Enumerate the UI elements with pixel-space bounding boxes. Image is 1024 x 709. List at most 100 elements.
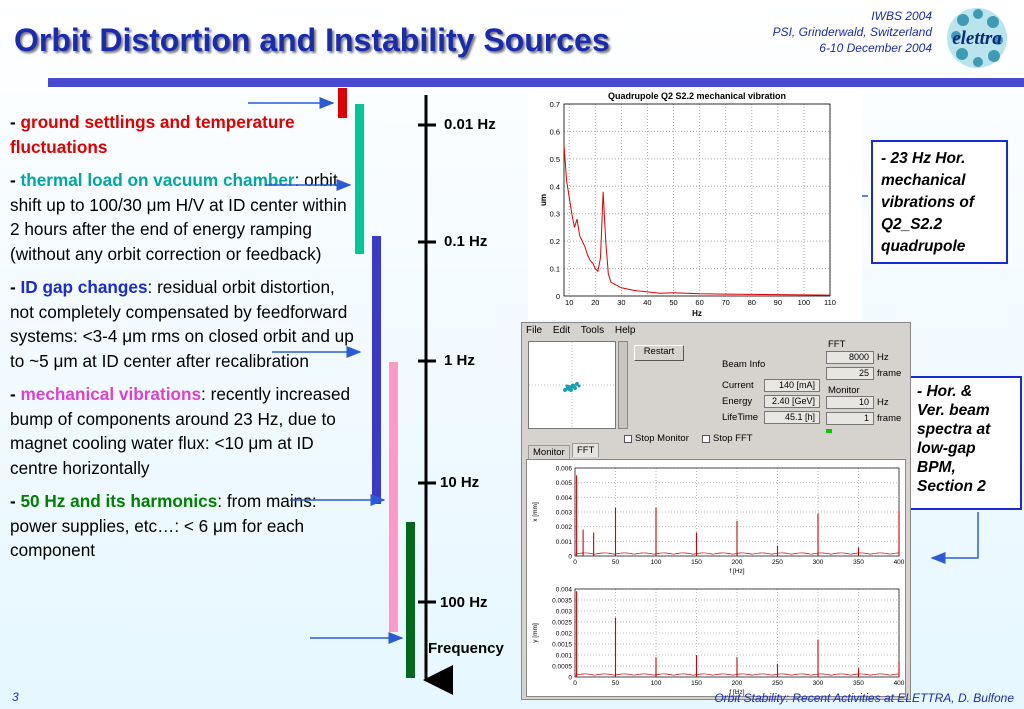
footer-text: Orbit Stability: Recent Activities at EL… <box>714 691 1014 705</box>
ffty-xtick-label: 350 <box>853 680 864 687</box>
conference-dates: 6-10 December 2004 <box>819 41 932 55</box>
vertical-spectrum-chart: 0 0.0005 0.001 0.0015 0.002 0.0025 0.003 0.0035… <box>532 587 905 697</box>
source-list: - ground settlings and temperature fluct… <box>10 110 360 572</box>
fftx-ytick-label: 0.002 <box>556 524 573 531</box>
conference-name: IWBS 2004 <box>871 9 932 23</box>
fftx-ytick-label: 0.001 <box>556 539 573 546</box>
ffty-xtick-label: 150 <box>691 680 702 687</box>
chart1-ytick-label: 0.2 <box>550 237 560 246</box>
arrow-box2 <box>930 512 979 564</box>
ffty-ytick-label: 0.002 <box>556 631 573 638</box>
freq-label-100hz: 100 Hz <box>440 594 488 611</box>
ffty-ytick-label: 0 <box>568 675 572 682</box>
chart1-xtick-label: 50 <box>669 298 677 307</box>
chart1-xtick-label: 60 <box>695 298 703 307</box>
energy-label: Energy <box>722 396 753 407</box>
fftx-xtick-label: 400 <box>894 559 905 566</box>
ffty-xtick-label: 400 <box>894 680 905 687</box>
ffty-ytick-label: 0.001 <box>556 653 573 660</box>
quadrupole-vibration-chart: Quadrupole Q2 S2.2 mechanical vibration 0… <box>528 88 862 320</box>
chart1-xtick-label: 110 <box>824 298 836 307</box>
fft-unit-hz: Hz <box>877 352 889 363</box>
ffty-ytick-label: 0.0005 <box>552 664 572 671</box>
lifetime-label: LifeTime <box>722 412 759 423</box>
chart1-ylabel: um <box>539 194 548 206</box>
chart1-xtick-label: 80 <box>748 298 756 307</box>
range-bar-blue <box>372 236 381 504</box>
elettra-logo: elettra <box>947 8 1007 68</box>
lifetime-value: 45.1 [h] <box>764 411 820 424</box>
ffty-xtick-label: 50 <box>612 680 620 687</box>
tab-monitor[interactable]: Monitor <box>528 445 570 459</box>
beam-scatter-plot <box>529 342 615 428</box>
monitor-group-label: Monitor <box>828 385 860 396</box>
chart1-ytick-label: 0.4 <box>550 182 560 191</box>
monitor-frames-field[interactable]: 1 <box>826 412 874 425</box>
fft-frames-field[interactable]: 25 <box>826 367 874 380</box>
beam-position-display <box>528 341 616 429</box>
stop-fft-checkbox[interactable] <box>702 435 710 443</box>
conference-location: PSI, Grinderwald, Switzerland <box>772 25 932 39</box>
logo-text: elettra <box>952 28 1002 49</box>
page-title: Orbit Distortion and Instability Sources <box>14 22 610 58</box>
fftx-ytick-label: 0.004 <box>556 495 573 502</box>
current-value: 140 [mA] <box>764 379 820 392</box>
tab-fft[interactable]: FFT <box>572 443 600 457</box>
ffty-ytick-label: 0.0015 <box>552 642 572 649</box>
item-50hz-harmonics: - 50 Hz and its harmonics: from mains: p… <box>10 491 317 560</box>
header-divider <box>48 78 1024 87</box>
fft-sample-rate-field[interactable]: 8000 <box>826 351 874 364</box>
stop-fft-label: Stop FFT <box>713 433 753 444</box>
chart1-ytick-label: 0.1 <box>550 265 560 274</box>
item-id-gap: - ID gap changes: residual orbit distort… <box>10 277 354 371</box>
chart1-xtick-label: 90 <box>774 298 782 307</box>
vertical-scrollbar[interactable] <box>618 341 628 429</box>
ffty-ytick-label: 0.0035 <box>552 598 572 605</box>
monitor-rate-field[interactable]: 10 <box>826 396 874 409</box>
chart1-xlabel: Hz <box>692 309 702 318</box>
chart1-series-line <box>563 145 831 296</box>
menu-file[interactable]: File <box>526 325 543 336</box>
chart1-frame <box>563 103 831 297</box>
item-mechanical-vibrations: - mechanical vibrations: recently increa… <box>10 384 351 478</box>
horizontal-spectrum-chart: 0 0.001 0.002 0.003 0.004 0.005 0.006 0 50 100 150… <box>532 466 905 576</box>
monitor-unit-frame: frame <box>877 413 902 424</box>
chart1-ytick-label: 0.3 <box>550 210 560 219</box>
chart1-ytick-label: 0.5 <box>550 155 560 164</box>
freq-label-1hz: 1 Hz <box>444 352 475 369</box>
monitor-status-led <box>826 429 832 433</box>
restart-button[interactable]: Restart <box>634 345 684 361</box>
stop-monitor-checkbox[interactable] <box>624 435 632 443</box>
fft-monitor-window: File Edit Tools Help Restart Beam Info C… <box>521 322 911 700</box>
chart1-xtick-label: 30 <box>617 298 625 307</box>
energy-value: 2.40 [GeV] <box>764 395 820 408</box>
fftx-xlabel: f [Hz] <box>729 568 744 575</box>
current-label: Current <box>722 380 754 391</box>
fft-plot-area: 0 0.001 0.002 0.003 0.004 0.005 0.006 0 50 100 150… <box>526 459 906 697</box>
fft-group-label: FFT <box>828 339 846 350</box>
freq-label-10hz: 10 Hz <box>440 474 480 491</box>
chart1-ytick-label: 0.7 <box>550 100 560 109</box>
fftx-xtick-label: 150 <box>691 559 702 566</box>
ffty-xtick-label: 300 <box>813 680 824 687</box>
beam-info-label: Beam Info <box>722 359 766 370</box>
ffty-xtick-label: 0 <box>573 680 577 687</box>
conference-info: IWBS 2004 PSI, Grinderwald, Switzerland … <box>773 8 932 56</box>
ffty-ytick-label: 0.004 <box>556 587 573 594</box>
fftx-ytick-label: 0.006 <box>556 466 573 473</box>
menu-help[interactable]: Help <box>614 325 636 336</box>
range-bar-red <box>338 88 347 118</box>
fftx-ytick-label: 0.003 <box>556 510 573 517</box>
freq-label-0-01hz: 0.01 Hz <box>444 116 496 133</box>
frequency-axis-caption: Frequency <box>428 640 504 657</box>
chart1-xtick-label: 70 <box>722 298 730 307</box>
range-bar-pink <box>389 362 398 632</box>
range-bar-teal <box>355 104 364 254</box>
ffty-ylabel: y [mm] <box>532 623 539 643</box>
menu-tools[interactable]: Tools <box>580 325 605 336</box>
chart1-title: Quadrupole Q2 S2.2 mechanical vibration <box>608 91 786 101</box>
menu-bar: File Edit Tools Help <box>526 325 643 336</box>
item-ground-settlings: - ground settlings and temperature fluct… <box>10 112 295 157</box>
chart1-ytick-label: 0.6 <box>550 127 560 136</box>
menu-edit[interactable]: Edit <box>552 325 571 336</box>
